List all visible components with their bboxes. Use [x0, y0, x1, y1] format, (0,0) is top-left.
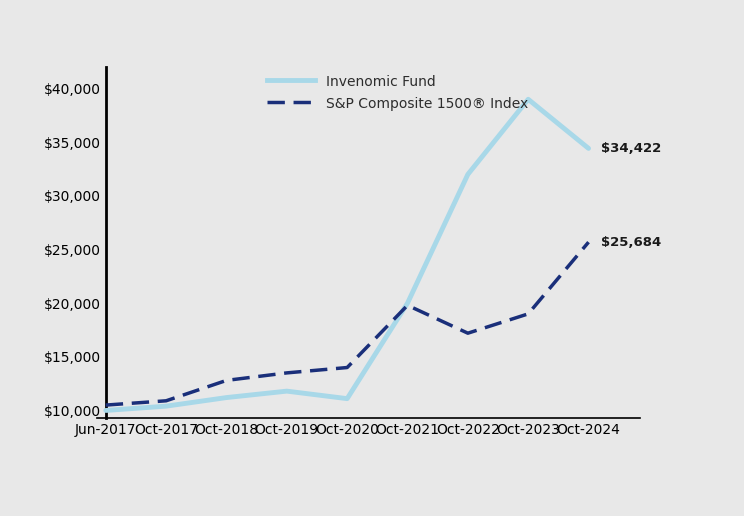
- Text: $25,684: $25,684: [600, 236, 661, 249]
- Legend: Invenomic Fund, S&P Composite 1500® Index: Invenomic Fund, S&P Composite 1500® Inde…: [266, 74, 528, 110]
- Text: $34,422: $34,422: [600, 142, 661, 155]
